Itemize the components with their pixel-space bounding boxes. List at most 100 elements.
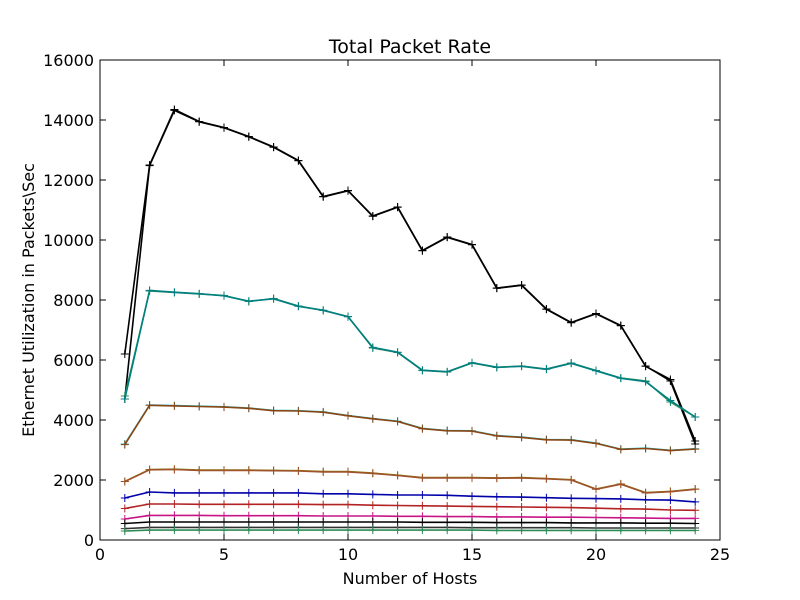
series-line — [124, 468, 696, 494]
data-point-marker — [418, 473, 427, 482]
series-line — [124, 491, 696, 503]
data-point-marker — [368, 526, 377, 535]
y-axis-label: Ethernet Utilization in Packets\Sec — [19, 163, 38, 437]
data-point-marker — [120, 350, 129, 358]
data-point-marker — [368, 501, 377, 510]
data-point-marker — [666, 526, 675, 535]
data-point-marker — [145, 465, 154, 474]
data-point-marker — [120, 477, 129, 486]
data-point-marker — [269, 526, 278, 535]
data-point-marker — [567, 503, 576, 512]
data-point-marker — [542, 493, 551, 502]
data-point-marker — [269, 466, 278, 475]
data-point-marker — [170, 526, 179, 535]
data-point-marker — [492, 431, 501, 440]
data-point-marker — [567, 494, 576, 503]
data-point-marker — [393, 491, 402, 499]
data-point-marker — [567, 436, 576, 445]
data-point-marker — [269, 294, 278, 303]
data-point-marker — [691, 437, 700, 445]
data-point-marker — [641, 444, 650, 453]
data-point-marker — [418, 366, 427, 375]
data-point-marker — [666, 496, 675, 505]
series-line — [124, 289, 696, 418]
data-point-marker — [542, 503, 551, 512]
data-point-marker — [145, 401, 154, 410]
y-tick-label: 4000 — [53, 411, 94, 430]
data-point-marker — [468, 492, 476, 501]
data-point-marker — [269, 143, 278, 152]
data-point-marker — [691, 413, 700, 421]
data-point-marker — [641, 488, 650, 497]
data-point-marker — [592, 439, 600, 448]
data-point-marker — [269, 500, 278, 509]
data-point-marker — [542, 474, 551, 483]
data-point-marker — [244, 132, 253, 141]
data-point-marker — [418, 501, 427, 510]
data-point-marker — [145, 286, 154, 295]
data-point-marker — [344, 489, 352, 498]
data-point-marker — [517, 362, 526, 371]
x-tick-label: 20 — [586, 545, 606, 564]
data-point-marker — [393, 526, 402, 535]
data-point-marker — [616, 445, 625, 454]
x-axis-label: Number of Hosts — [343, 569, 478, 588]
data-point-marker — [170, 401, 179, 410]
data-point-marker — [567, 476, 576, 484]
data-point-marker — [170, 106, 179, 115]
data-point-marker — [418, 491, 427, 499]
data-point-marker — [567, 526, 576, 535]
data-point-marker — [269, 406, 278, 415]
data-point-marker — [418, 526, 427, 535]
data-point-marker — [468, 240, 476, 249]
data-point-marker — [368, 212, 377, 221]
data-point-marker — [319, 500, 328, 509]
data-point-marker — [195, 402, 204, 411]
data-point-marker — [567, 318, 576, 327]
series-9 — [120, 488, 700, 506]
y-tick-label: 2000 — [53, 471, 94, 490]
data-point-marker — [244, 488, 253, 497]
data-point-marker — [145, 526, 154, 535]
data-point-marker — [418, 246, 427, 255]
data-point-marker — [616, 504, 625, 513]
data-point-marker — [319, 408, 328, 417]
data-point-marker — [344, 312, 352, 321]
data-point-marker — [319, 467, 328, 476]
data-point-marker — [344, 467, 352, 476]
series-line — [124, 109, 696, 442]
data-point-marker — [542, 365, 551, 374]
data-point-marker — [170, 288, 179, 297]
data-point-marker — [120, 527, 129, 535]
data-point-marker — [592, 366, 600, 375]
data-point-marker — [691, 526, 700, 535]
data-point-marker — [517, 503, 526, 511]
data-point-marker — [691, 485, 700, 494]
data-point-marker — [641, 526, 650, 535]
data-point-marker — [517, 493, 526, 502]
data-point-marker — [592, 485, 600, 494]
series-12 — [120, 518, 700, 528]
data-point-marker — [294, 488, 303, 497]
series-line — [124, 521, 696, 525]
data-point-marker — [220, 488, 228, 497]
data-point-marker — [542, 526, 551, 535]
y-tick-label: 6000 — [53, 351, 94, 370]
data-point-marker — [145, 500, 154, 508]
data-point-marker — [443, 526, 452, 535]
data-point-marker — [368, 490, 377, 499]
data-point-marker — [666, 396, 675, 405]
x-tick-label: 10 — [338, 545, 358, 564]
data-point-marker — [443, 473, 452, 482]
data-point-marker — [567, 359, 576, 368]
data-point-marker — [220, 526, 228, 535]
data-point-marker — [319, 306, 328, 315]
data-point-marker — [294, 407, 303, 415]
series-6 — [120, 401, 700, 455]
series-10 — [120, 500, 700, 515]
data-point-marker — [294, 526, 303, 535]
series-line — [124, 503, 696, 512]
data-point-marker — [294, 500, 303, 509]
data-point-marker — [344, 411, 352, 420]
